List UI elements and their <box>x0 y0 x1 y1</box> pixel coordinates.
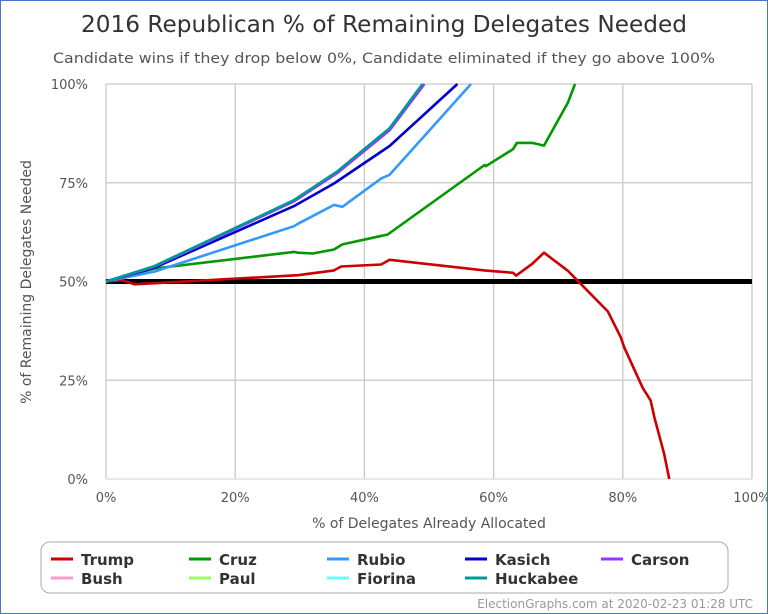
legend-item-trump[interactable]: Trump <box>51 551 134 569</box>
x-tick-label: 0% <box>96 491 117 506</box>
legend-label: Paul <box>219 570 256 588</box>
x-tick-label: 80% <box>608 491 637 506</box>
legend-label: Cruz <box>219 551 257 569</box>
series-lines <box>105 83 752 480</box>
chart-subtitle: Candidate wins if they drop below 0%, Ca… <box>53 51 715 67</box>
legend-label: Bush <box>81 570 123 588</box>
series-line-rubio <box>105 83 472 283</box>
legend-item-carson[interactable]: Carson <box>601 551 689 569</box>
x-tick-label: 40% <box>350 491 379 506</box>
legend-label: Huckabee <box>495 570 578 588</box>
legend-label: Rubio <box>357 551 405 569</box>
legend-label: Trump <box>81 551 134 569</box>
legend-item-rubio[interactable]: Rubio <box>327 551 405 569</box>
x-tick-label: 20% <box>221 491 250 506</box>
legend-item-paul[interactable]: Paul <box>189 570 256 588</box>
tick-labels: 0% 20% 40% 60% 80% 100% 0% 25% 50% 75% 100% <box>51 78 767 506</box>
chart-title: 2016 Republican % of Remaining Delegates… <box>81 12 687 38</box>
footer-credit: ElectionGraphs.com at 2020-02-23 01:28 U… <box>477 597 753 611</box>
legend-item-fiorina[interactable]: Fiorina <box>327 570 416 588</box>
y-tick-label: 50% <box>59 276 88 291</box>
x-axis-label: % of Delegates Already Allocated <box>312 516 546 532</box>
series-line-huckabee <box>105 83 424 283</box>
series-line-trump <box>105 251 671 480</box>
legend-label: Fiorina <box>357 570 416 588</box>
legend-item-huckabee[interactable]: Huckabee <box>465 570 578 588</box>
x-tick-label: 60% <box>479 491 508 506</box>
series-line-cruz <box>105 83 577 283</box>
y-tick-label: 75% <box>59 177 88 192</box>
legend-label: Kasich <box>495 551 550 569</box>
legend-item-kasich[interactable]: Kasich <box>465 551 550 569</box>
y-axis-label: % of Remaining Delegates Needed <box>19 160 35 404</box>
y-tick-label: 0% <box>67 473 88 488</box>
x-tick-label: 100% <box>733 491 767 506</box>
legend: Trump Cruz Rubio Kasich Carson Bush Paul Fiorin… <box>51 551 689 588</box>
legend-label: Carson <box>631 551 689 569</box>
legend-item-cruz[interactable]: Cruz <box>189 551 257 569</box>
legend-item-bush[interactable]: Bush <box>51 570 123 588</box>
y-tick-label: 100% <box>51 78 88 93</box>
legend-box <box>40 541 729 594</box>
y-tick-label: 25% <box>59 374 88 389</box>
